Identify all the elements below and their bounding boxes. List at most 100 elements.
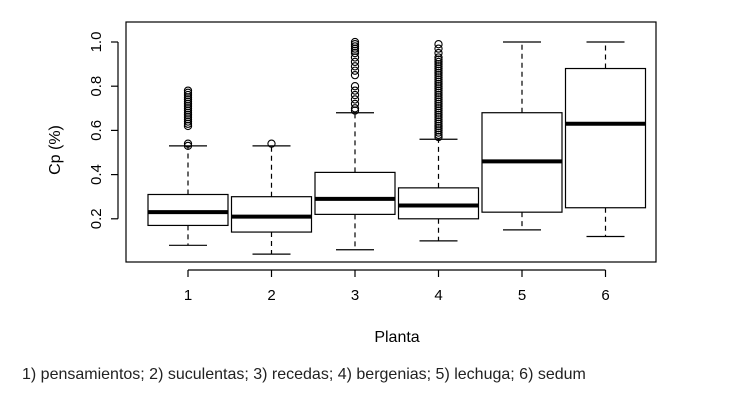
y-tick-label: 1.0 bbox=[88, 32, 105, 53]
outlier-point bbox=[434, 112, 443, 122]
outlier-point bbox=[434, 88, 443, 97]
figure-caption: 1) pensamientos; 2) suculentas; 3) reced… bbox=[22, 366, 586, 383]
outlier-point bbox=[350, 106, 360, 115]
outlier-point bbox=[434, 86, 443, 95]
outlier-point bbox=[350, 53, 360, 62]
outlier-point bbox=[183, 119, 193, 128]
x-tick-label: 3 bbox=[351, 287, 359, 304]
iqr-box bbox=[564, 67, 647, 209]
outlier-point bbox=[434, 44, 443, 53]
outlier-point bbox=[350, 104, 360, 113]
outlier-point bbox=[434, 53, 443, 62]
outlier-point bbox=[434, 75, 443, 84]
outlier-point bbox=[183, 101, 193, 111]
outlier-point bbox=[183, 86, 193, 95]
outlier-point bbox=[434, 62, 443, 71]
outlier-point bbox=[183, 106, 193, 115]
outlier-point bbox=[183, 110, 193, 120]
outlier-point bbox=[434, 119, 443, 128]
outlier-point bbox=[434, 97, 443, 106]
outlier-point bbox=[434, 79, 443, 89]
outlier-point bbox=[434, 132, 443, 142]
x-tick-label: 5 bbox=[518, 287, 526, 304]
outlier-point bbox=[434, 68, 443, 78]
outlier-point bbox=[350, 62, 360, 71]
outlier-point bbox=[434, 110, 443, 120]
outlier-point bbox=[350, 40, 360, 49]
y-axis-label: Cp (%) bbox=[47, 125, 64, 175]
box-group-5 bbox=[481, 41, 563, 231]
outlier-point bbox=[183, 88, 193, 97]
outlier-point bbox=[434, 128, 443, 137]
outlier-point bbox=[434, 121, 443, 131]
x-tick-label: 6 bbox=[601, 287, 609, 304]
outlier-point bbox=[434, 130, 443, 139]
outlier-point bbox=[434, 84, 443, 93]
box-group-6 bbox=[564, 41, 647, 238]
outlier-point bbox=[434, 64, 443, 73]
outlier-point bbox=[434, 48, 443, 58]
outlier-point bbox=[350, 42, 360, 51]
outlier-point bbox=[434, 71, 443, 80]
outlier-point bbox=[434, 115, 443, 124]
outlier-point bbox=[183, 108, 193, 117]
outlier-point bbox=[434, 59, 443, 69]
outlier-point bbox=[350, 86, 360, 95]
outlier-point bbox=[434, 93, 443, 102]
outlier-point bbox=[350, 57, 360, 67]
x-axis: 1 2 3 4 5 6 bbox=[184, 269, 610, 304]
outlier-point bbox=[183, 112, 193, 122]
outlier-point bbox=[183, 99, 193, 109]
outlier-point bbox=[434, 90, 443, 100]
outlier-point bbox=[183, 141, 193, 151]
outlier-point bbox=[350, 48, 360, 58]
y-tick-label: 0.8 bbox=[88, 76, 105, 97]
outlier-point bbox=[350, 71, 360, 80]
outlier-point bbox=[434, 73, 443, 82]
outlier-point bbox=[183, 117, 193, 126]
outlier-point bbox=[183, 121, 193, 131]
outlier-point bbox=[434, 40, 443, 49]
x-tick-label: 4 bbox=[434, 287, 442, 304]
outlier-point bbox=[183, 90, 193, 100]
y-axis: 0.2 0.4 0.6 0.8 1.0 bbox=[88, 32, 119, 229]
outlier-point bbox=[183, 97, 193, 106]
outlier-point bbox=[267, 139, 276, 148]
x-axis-label: Planta bbox=[374, 329, 419, 346]
outlier-point bbox=[183, 95, 193, 104]
outlier-point bbox=[434, 82, 443, 91]
chart-marks bbox=[147, 37, 647, 255]
box-group-1 bbox=[147, 86, 229, 246]
iqr-box bbox=[230, 196, 313, 233]
outlier-point bbox=[350, 95, 360, 104]
outlier-point bbox=[183, 139, 193, 148]
outlier-point bbox=[434, 101, 443, 111]
outlier-point bbox=[350, 37, 360, 47]
outlier-point bbox=[434, 55, 443, 64]
outlier-point bbox=[434, 106, 443, 115]
outlier-point bbox=[183, 115, 193, 124]
outlier-point bbox=[183, 93, 193, 102]
outlier-point bbox=[434, 99, 443, 109]
outlier-point bbox=[434, 104, 443, 113]
iqr-box bbox=[314, 171, 396, 215]
outlier-point bbox=[350, 44, 360, 53]
iqr-box bbox=[397, 187, 480, 220]
y-tick-label: 0.6 bbox=[88, 120, 105, 141]
outlier-point bbox=[434, 57, 443, 67]
plot-frame bbox=[125, 21, 657, 263]
y-tick-label: 0.4 bbox=[88, 164, 105, 185]
box-group-2 bbox=[230, 139, 313, 255]
outlier-point bbox=[183, 104, 193, 113]
outlier-point bbox=[434, 95, 443, 104]
outlier-point bbox=[434, 126, 443, 135]
iqr-box bbox=[147, 193, 229, 227]
y-tick-label: 0.2 bbox=[88, 208, 105, 229]
x-tick-label: 2 bbox=[267, 287, 275, 304]
box-group-4 bbox=[397, 40, 480, 242]
outlier-point bbox=[350, 99, 360, 109]
outlier-point bbox=[350, 82, 360, 91]
outlier-point bbox=[434, 108, 443, 117]
x-tick-label: 1 bbox=[184, 287, 192, 304]
